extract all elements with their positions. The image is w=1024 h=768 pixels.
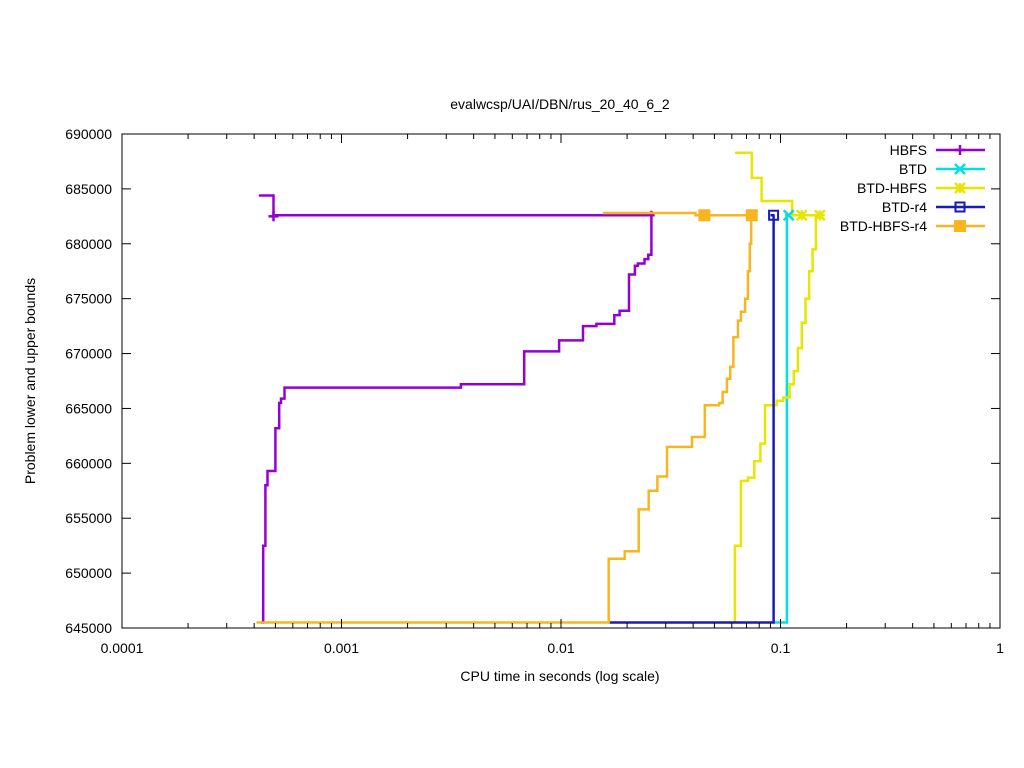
- x-tick-label: 0.01: [547, 640, 574, 656]
- y-tick-label: 685000: [65, 181, 112, 197]
- series-btd-hbfs-r4-marker: [745, 209, 758, 222]
- x-tick-label: 0.1: [771, 640, 791, 656]
- plot-markers: [268, 209, 826, 222]
- y-tick-label: 650000: [65, 565, 112, 581]
- x-axis: 0.0001 0.001 0.01 0.1 1: [101, 134, 1004, 656]
- series-btd-hbfs-upper-line: [734, 151, 820, 217]
- legend: HBFS BTD BTD-HBFS BTD-r4 BTD-HBFS-r4: [840, 142, 985, 234]
- series-btd-hbfs-lower-line: [733, 215, 818, 623]
- y-tick-label: 680000: [65, 236, 112, 252]
- series-btd-marker: [782, 209, 795, 222]
- y-axis-label: Problem lower and upper bounds: [22, 278, 38, 484]
- legend-item-btd-hbfs-r4: BTD-HBFS-r4: [840, 218, 985, 234]
- series-btd-r4-marker: [768, 209, 780, 221]
- y-axis: 645000 650000 655000 660000 665000 670000 6750…: [65, 126, 1000, 636]
- legend-item-btd-hbfs: BTD-HBFS: [857, 180, 985, 196]
- legend-marker: [954, 201, 966, 213]
- y-tick-label: 670000: [65, 346, 112, 362]
- series-btd-lower-line: [773, 215, 789, 624]
- series-hbfs-lower-line: [261, 210, 653, 624]
- x-tick-label: 1: [996, 640, 1004, 656]
- series-btd-r4-lower-line: [608, 215, 775, 624]
- y-tick-label: 675000: [65, 291, 112, 307]
- series-btd-hbfs-r4-lower-line: [256, 215, 753, 624]
- legend-item-btd: BTD: [899, 161, 985, 177]
- plot-frame: [121, 133, 1001, 629]
- x-axis-label: CPU time in seconds (log scale): [460, 668, 659, 684]
- legend-label: BTD-r4: [882, 199, 927, 215]
- legend-label: BTD-HBFS: [857, 180, 927, 196]
- y-tick-label: 660000: [65, 455, 112, 471]
- legend-marker: [954, 220, 966, 232]
- chart-title: evalwcsp/UAI/DBN/rus_20_40_6_2: [450, 96, 670, 112]
- legend-label: BTD: [899, 161, 927, 177]
- legend-label: BTD-HBFS-r4: [840, 218, 927, 234]
- y-tick-label: 645000: [65, 620, 112, 636]
- legend-marker: [954, 163, 966, 175]
- series-btd-hbfs-r4-marker: [698, 209, 711, 222]
- legend-label: HBFS: [890, 142, 927, 158]
- series-btd-hbfs-r4-upper-line: [602, 211, 752, 217]
- legend-marker: [955, 145, 965, 155]
- x-tick-label: 0.0001: [101, 640, 144, 656]
- y-tick-label: 690000: [65, 126, 112, 142]
- legend-marker: [954, 182, 966, 194]
- y-tick-label: 655000: [65, 510, 112, 526]
- series-btd-hbfs-marker: [813, 209, 826, 222]
- series-hbfs-upper-line: [258, 194, 655, 217]
- series-btd-hbfs-marker: [795, 209, 808, 222]
- plot-lines: [256, 151, 820, 624]
- y-tick-label: 665000: [65, 400, 112, 416]
- x-tick-label: 0.001: [324, 640, 359, 656]
- legend-item-btd-r4: BTD-r4: [882, 199, 985, 215]
- legend-item-hbfs: HBFS: [890, 142, 985, 158]
- series-hbfs-marker: [268, 211, 279, 222]
